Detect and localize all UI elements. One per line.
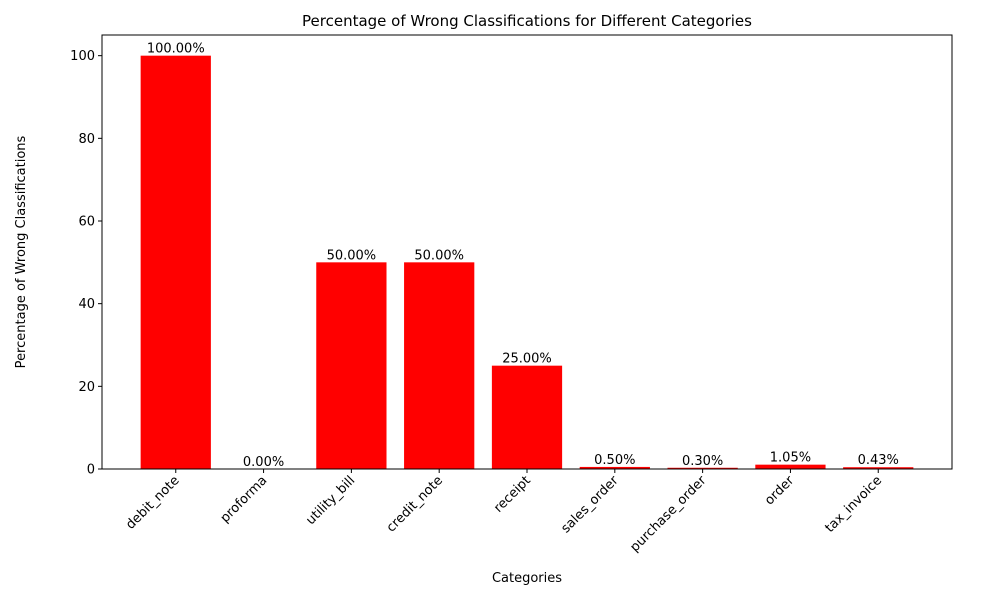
- data-label-tax_invoice: 0.43%: [858, 453, 899, 468]
- x-axis-label: Categories: [492, 571, 562, 586]
- data-label-sales_order: 0.50%: [594, 453, 635, 468]
- chart-title: Percentage of Wrong Classifications for …: [302, 12, 752, 30]
- x-tick-label-proforma: proforma: [218, 473, 271, 526]
- bar-receipt: [491, 365, 563, 469]
- y-tick-label: 80: [78, 132, 95, 147]
- x-tick-label-utility_bill: utility_bill: [303, 473, 358, 528]
- x-axis-ticks: debit_note proforma utility_bill credit_not…: [123, 469, 885, 555]
- x-tick-label-order: order: [762, 473, 798, 509]
- x-tick-label-sales_order: sales_order: [558, 473, 622, 537]
- bar-purchase_order: [667, 467, 738, 469]
- bar-credit_note: [404, 262, 475, 469]
- bar-order: [755, 464, 826, 469]
- bar-debit_note: [140, 55, 211, 470]
- x-tick-label-purchase_order: purchase_order: [628, 473, 710, 555]
- data-label-credit_note: 50.00%: [414, 248, 464, 263]
- y-tick-label: 20: [78, 380, 95, 395]
- y-axis-label: Percentage of Wrong Classifications: [14, 135, 29, 368]
- x-tick-label-credit_note: credit_note: [384, 473, 446, 535]
- x-tick-label-receipt: receipt: [491, 473, 534, 516]
- data-label-utility_bill: 50.00%: [327, 248, 377, 263]
- y-tick-label: 40: [78, 297, 95, 312]
- data-labels: 100.00% 0.00% 50.00% 50.00% 25.00% 0.50% 0.30%…: [147, 42, 899, 470]
- bar-tax_invoice: [843, 467, 914, 469]
- y-axis-ticks: 0 20 40 60 80 100: [70, 49, 102, 478]
- data-label-order: 1.05%: [770, 451, 811, 466]
- x-tick-label-tax_invoice: tax_invoice: [822, 473, 885, 536]
- bar-utility_bill: [316, 262, 387, 469]
- data-label-purchase_order: 0.30%: [682, 454, 723, 469]
- bar-sales_order: [579, 466, 650, 469]
- data-label-proforma: 0.00%: [243, 455, 284, 470]
- data-label-debit_note: 100.00%: [147, 42, 205, 57]
- data-label-receipt: 25.00%: [502, 352, 552, 367]
- y-tick-label: 100: [70, 49, 95, 64]
- x-tick-label-debit_note: debit_note: [123, 473, 182, 532]
- y-tick-label: 0: [87, 463, 95, 478]
- bars-layer: [140, 55, 914, 470]
- y-tick-label: 60: [78, 215, 95, 230]
